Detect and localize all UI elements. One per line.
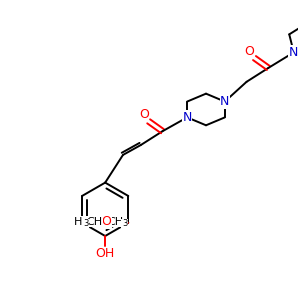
Text: N: N (220, 95, 230, 108)
Text: CH: CH (87, 217, 103, 227)
Text: N: N (289, 46, 298, 59)
Text: CH: CH (108, 217, 124, 227)
Text: 3: 3 (83, 219, 88, 228)
Text: O: O (139, 108, 149, 121)
Text: O: O (102, 215, 112, 228)
Text: H: H (74, 217, 82, 227)
Text: O: O (244, 45, 254, 58)
Text: 3: 3 (122, 219, 127, 228)
Text: OH: OH (96, 247, 115, 260)
Text: N: N (182, 111, 192, 124)
Text: O: O (99, 215, 109, 228)
